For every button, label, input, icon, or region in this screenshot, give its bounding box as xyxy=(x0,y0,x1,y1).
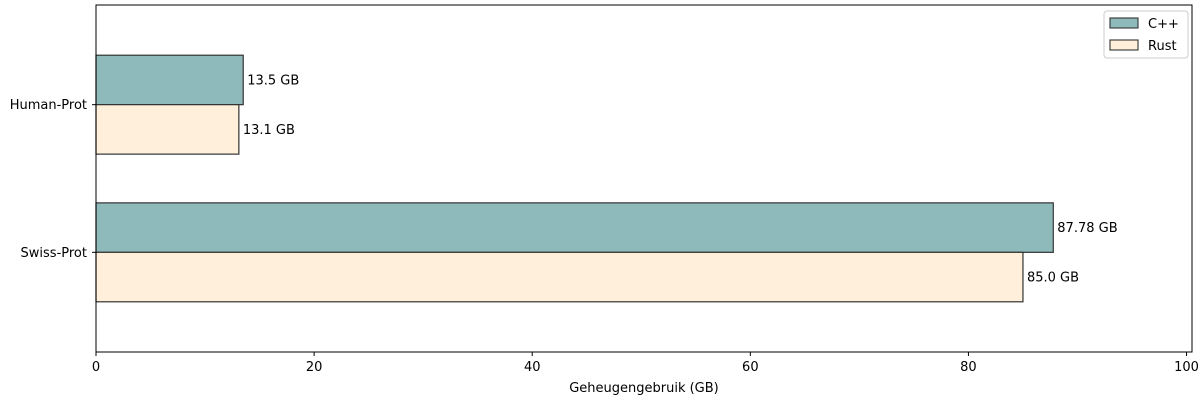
legend-entry: Rust xyxy=(1148,39,1177,54)
data-label: 87.78 GB xyxy=(1057,221,1117,236)
x-axis-label: Geheugengebruik (GB) xyxy=(569,381,719,396)
x-tick-label: 60 xyxy=(742,360,759,375)
data-label: 13.5 GB xyxy=(247,73,299,88)
x-tick-label: 80 xyxy=(960,360,977,375)
category-label: Human-Prot xyxy=(10,98,87,113)
data-labels-layer: 13.5 GB 13.1 GB 87.78 GB 85.0 GB xyxy=(243,73,1118,285)
category-label: Swiss-Prot xyxy=(21,246,87,261)
legend-entry: C++ xyxy=(1148,17,1179,32)
data-label: 13.1 GB xyxy=(243,123,295,138)
bar-c--swiss-prot xyxy=(95,202,1054,253)
bar-c--human-prot xyxy=(95,54,244,106)
y-axis: Human-Prot Swiss-Prot xyxy=(10,98,96,261)
bar-rust-human-prot xyxy=(95,104,240,155)
data-label: 85.0 GB xyxy=(1027,271,1079,286)
legend-swatch xyxy=(1109,17,1139,29)
legend-swatch xyxy=(1109,39,1139,51)
x-tick-label: 0 xyxy=(92,360,100,375)
x-tick-label: 100 xyxy=(1174,360,1199,375)
x-tick-label: 40 xyxy=(524,360,541,375)
x-axis: 0 20 40 60 80 100 xyxy=(92,352,1199,375)
plot-frame xyxy=(95,4,1193,353)
legend: C++ Rust xyxy=(1103,10,1189,59)
bar-rust-swiss-prot xyxy=(95,251,1024,303)
x-tick-label: 20 xyxy=(306,360,323,375)
bars-layer xyxy=(95,54,1054,303)
